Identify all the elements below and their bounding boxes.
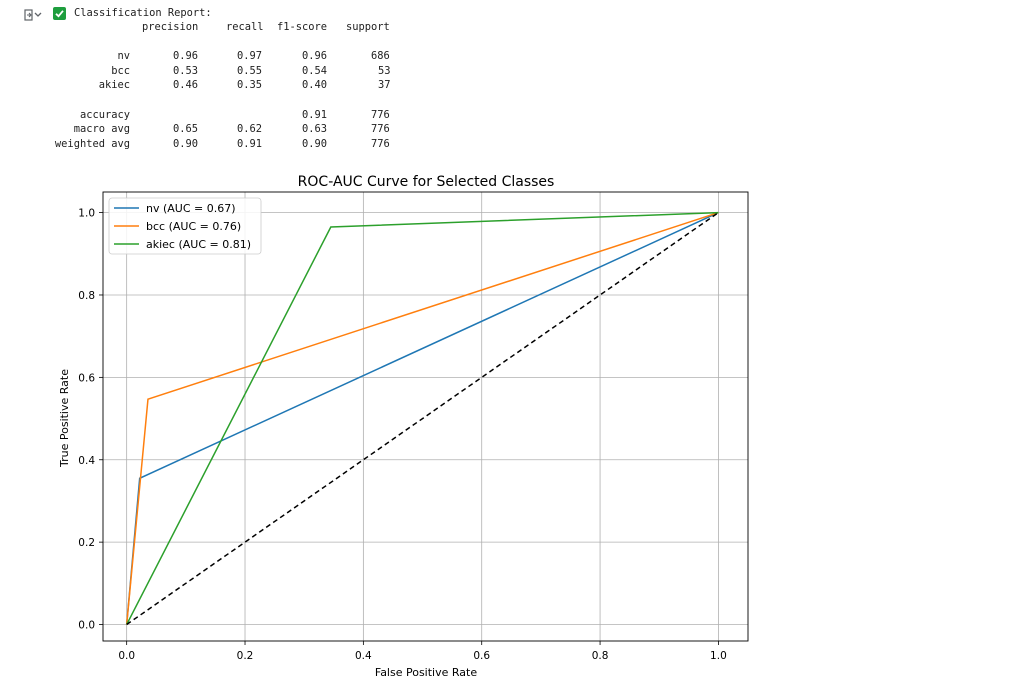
column-recall: recall (226, 21, 264, 33)
check-icon (53, 7, 66, 20)
x-tick-label: 0.8 (592, 650, 609, 662)
row-f1: 0.63 (302, 123, 328, 135)
row-f1: 0.54 (302, 65, 328, 77)
y-tick-label: 0.6 (78, 372, 95, 384)
row-support: 53 (378, 65, 391, 77)
column-precision: precision (142, 21, 199, 33)
axis-ticks: 0.0 0.2 0.4 0.6 0.8 1.0 0.0 0.2 0.4 0.6 0.8 1.0 (78, 208, 726, 662)
row-label: accuracy (79, 109, 130, 121)
x-tick-label: 0.2 (237, 650, 254, 662)
output-toggle-icon[interactable] (24, 8, 42, 22)
x-axis-label: False Positive Rate (375, 666, 477, 679)
plot-lines (125, 211, 719, 626)
row-f1: 0.90 (302, 138, 328, 150)
y-axis-label: True Positive Rate (58, 369, 71, 468)
row-label: bcc (111, 65, 130, 77)
row-support: 776 (371, 123, 390, 135)
row-recall: 0.97 (237, 50, 263, 62)
x-tick-label: 0.6 (473, 650, 490, 662)
row-recall: 0.62 (237, 123, 263, 135)
legend-label: nv (AUC = 0.67) (146, 202, 236, 215)
row-support: 776 (371, 138, 390, 150)
legend-label: bcc (AUC = 0.76) (146, 220, 241, 233)
row-support: 686 (371, 50, 390, 62)
column-f1-score: f1-score (277, 21, 328, 33)
chart-title: ROC-AUC Curve for Selected Classes (298, 174, 555, 190)
row-recall: 0.55 (237, 65, 263, 77)
row-label: macro avg (73, 123, 130, 135)
y-tick-label: 0.8 (78, 290, 95, 302)
report-title: Classification Report: (74, 7, 212, 19)
plot-frame (102, 191, 749, 642)
y-tick-label: 0.2 (78, 537, 95, 549)
legend-label: akiec (AUC = 0.81) (146, 238, 251, 251)
row-label: weighted avg (54, 138, 130, 150)
y-tick-label: 0.0 (78, 620, 95, 632)
x-tick-label: 0.0 (118, 650, 135, 662)
row-label: akiec (98, 79, 130, 91)
roc-series-line (126, 211, 719, 625)
y-tick-label: 0.4 (78, 455, 95, 467)
chance-diagonal-line (126, 211, 719, 626)
row-f1: 0.40 (302, 79, 328, 91)
row-f1: 0.96 (302, 50, 328, 62)
row-precision: 0.65 (173, 123, 199, 135)
row-precision: 0.46 (173, 79, 199, 91)
row-support: 37 (378, 79, 391, 91)
legend-box (108, 197, 262, 255)
row-precision: 0.96 (173, 50, 199, 62)
row-recall: 0.35 (237, 79, 263, 91)
roc-series-line (125, 211, 719, 625)
row-f1: 0.91 (302, 109, 328, 121)
y-tick-label: 1.0 (78, 208, 95, 220)
roc-auc-chart: ROC-AUC Curve for Selected Classes False… (58, 174, 749, 679)
row-precision: 0.90 (173, 138, 199, 150)
row-precision: 0.53 (173, 65, 199, 77)
x-tick-label: 0.4 (355, 650, 372, 662)
x-tick-label: 1.0 (710, 650, 727, 662)
row-label: nv (117, 50, 130, 62)
row-support: 776 (371, 109, 390, 121)
column-support: support (346, 21, 390, 33)
legend: nv (AUC = 0.67) bcc (AUC = 0.76) akiec (AU… (108, 197, 262, 255)
row-recall: 0.91 (237, 138, 263, 150)
